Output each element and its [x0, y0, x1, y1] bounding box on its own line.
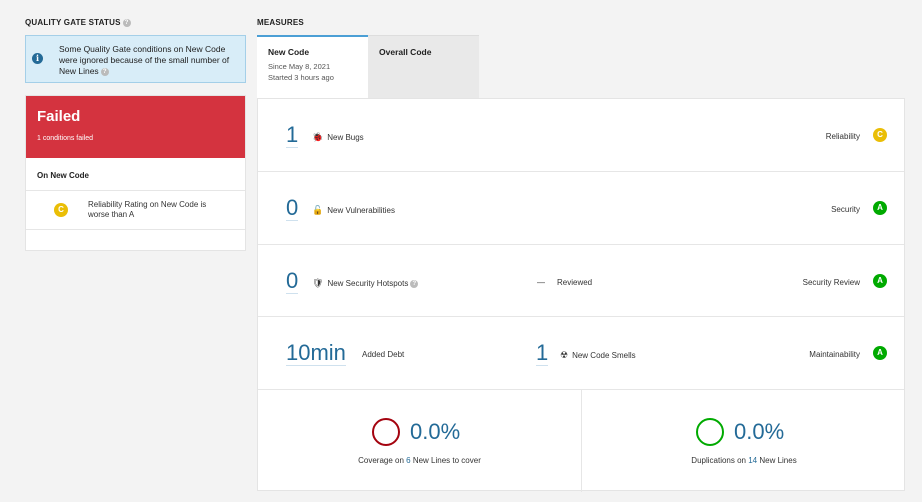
- reviewed-label: Reviewed: [557, 278, 593, 287]
- new-code-since: Since May 8, 2021: [268, 62, 331, 71]
- security-row: 0 🔓 New Vulnerabilities Security A: [258, 172, 904, 245]
- added-debt-value[interactable]: 10min: [286, 340, 346, 366]
- reliability-label: Reliability: [825, 132, 860, 141]
- failed-condition-text: Reliability Rating on New Code is worse …: [88, 200, 207, 219]
- security-rating-badge[interactable]: A: [873, 201, 887, 215]
- measures-panel: 1 🐞 New Bugs Reliability C 0 🔓 New Vulnera…: [257, 98, 905, 492]
- info-alert-message: Some Quality Gate conditions on New Code…: [59, 44, 230, 76]
- duplications-label-prefix: Duplications on: [691, 456, 749, 465]
- maintainability-rating-badge[interactable]: A: [873, 346, 887, 360]
- security-review-label: Security Review: [802, 278, 860, 287]
- tab-new-code-label: New Code: [268, 47, 310, 57]
- tab-overall-code[interactable]: Overall Code: [368, 35, 479, 98]
- coverage-value[interactable]: 0.0%: [410, 419, 461, 444]
- gate-status-label: Failed: [37, 108, 81, 125]
- coverage-label-suffix: New Lines to cover: [410, 456, 481, 465]
- info-alert-text: Some Quality Gate conditions on New Code…: [59, 44, 239, 77]
- on-new-code-heading: On New Code: [26, 158, 245, 191]
- new-vulnerabilities-label: 🔓 New Vulnerabilities: [312, 205, 395, 216]
- new-bugs-value[interactable]: 1: [286, 122, 299, 148]
- new-code-smells-label-text: New Code Smells: [572, 351, 636, 360]
- quality-gate-title-text: QUALITY GATE STATUS: [25, 18, 121, 27]
- tab-overall-code-label: Overall Code: [379, 47, 432, 57]
- security-review-row: 0 🛡 New Security Hotspots? — Reviewed Sec…: [258, 245, 904, 317]
- quality-gate-card: Failed 1 conditions failed On New Code C…: [25, 95, 246, 251]
- new-vulnerabilities-value[interactable]: 0: [286, 195, 299, 221]
- duplications-section: 0.0% Duplications on 14 New Lines: [582, 390, 906, 492]
- duplications-circle-icon: [696, 418, 724, 446]
- rating-c-badge: C: [54, 203, 68, 217]
- new-code-smells-label: ☢ New Code Smells: [560, 350, 636, 361]
- help-icon[interactable]: ?: [122, 19, 131, 27]
- shield-icon: 🛡: [312, 278, 324, 288]
- duplications-label: Duplications on 14 New Lines: [582, 456, 906, 465]
- new-hotspots-label-text: New Security Hotspots: [327, 279, 409, 288]
- info-alert: i Some Quality Gate conditions on New Co…: [25, 35, 246, 83]
- measures-title: MEASURES: [257, 18, 304, 27]
- code-smell-icon: ☢: [560, 350, 569, 360]
- new-bugs-label: 🐞 New Bugs: [312, 132, 364, 143]
- coverage-circle-icon: [372, 418, 400, 446]
- conditions-failed-count: 1 conditions failed: [37, 135, 94, 142]
- security-label: Security: [831, 205, 860, 214]
- new-vulnerabilities-label-text: New Vulnerabilities: [327, 206, 395, 215]
- new-bugs-label-text: New Bugs: [327, 133, 364, 142]
- quality-gate-title: QUALITY GATE STATUS?: [25, 18, 131, 27]
- new-hotspots-label: 🛡 New Security Hotspots?: [312, 278, 419, 289]
- info-icon: i: [32, 53, 43, 64]
- duplications-label-suffix: New Lines: [757, 456, 797, 465]
- bug-icon: 🐞: [312, 132, 324, 142]
- reliability-rating-badge[interactable]: C: [873, 128, 887, 142]
- coverage-section: 0.0% Coverage on 6 New Lines to cover: [258, 390, 582, 492]
- failed-condition-row[interactable]: C Reliability Rating on New Code is wors…: [26, 191, 245, 230]
- duplications-lines-link[interactable]: 14: [748, 456, 758, 465]
- lock-icon: 🔓: [312, 205, 324, 215]
- new-hotspots-value[interactable]: 0: [286, 268, 299, 294]
- coverage-label-prefix: Coverage on: [358, 456, 407, 465]
- new-code-started: Started 3 hours ago: [268, 73, 334, 82]
- duplications-value[interactable]: 0.0%: [734, 419, 785, 444]
- help-icon[interactable]: ?: [410, 280, 419, 288]
- added-debt-label: Added Debt: [362, 350, 405, 359]
- coverage-duplications-row: 0.0% Coverage on 6 New Lines to cover 0.…: [258, 390, 904, 492]
- security-review-rating-badge[interactable]: A: [873, 274, 887, 288]
- gate-status-panel: Failed 1 conditions failed: [26, 96, 245, 158]
- maintainability-label: Maintainability: [809, 350, 860, 359]
- new-code-smells-value[interactable]: 1: [536, 340, 549, 366]
- coverage-label: Coverage on 6 New Lines to cover: [258, 456, 581, 465]
- help-icon[interactable]: ?: [100, 68, 109, 76]
- reviewed-value: —: [537, 278, 545, 287]
- coverage-lines-link[interactable]: 6: [406, 456, 411, 465]
- maintainability-row: 10min Added Debt 1 ☢ New Code Smells Main…: [258, 317, 904, 390]
- tab-new-code[interactable]: New Code Since May 8, 2021 Started 3 hou…: [257, 35, 368, 98]
- reliability-row: 1 🐞 New Bugs Reliability C: [258, 99, 904, 172]
